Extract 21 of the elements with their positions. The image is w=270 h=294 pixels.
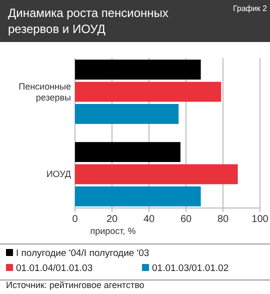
bar [75,60,201,80]
chart-subtitle: График 2 [232,4,268,13]
x-axis-title: прирост, % [90,226,136,236]
bar [75,164,238,184]
x-tick-label: 60 [180,214,192,226]
chart-title: Динамика роста пенсионных резервов и ИОУД [8,6,168,36]
x-tick-label: 0 [72,214,78,226]
x-tick-label: 100 [252,214,269,226]
bar [75,142,180,162]
x-tick-label: 40 [143,214,155,226]
text: Источник: рейтинговое агентство [6,280,144,290]
x-tick-label: 20 [106,214,118,226]
legend-label: 01.01.03/01.01.02 [152,263,229,274]
legend-label: I полугодие '04/I полугодие '03 [16,248,150,259]
y-tick-label: ИОУД [46,169,71,180]
bar [75,82,222,102]
x-tick-label: 80 [217,214,229,226]
legend-label: 01.01.04/01.01.03 [16,263,93,274]
y-tick-label: Пенсионные резервы [18,81,71,102]
bar [75,186,201,206]
bar [75,104,179,124]
